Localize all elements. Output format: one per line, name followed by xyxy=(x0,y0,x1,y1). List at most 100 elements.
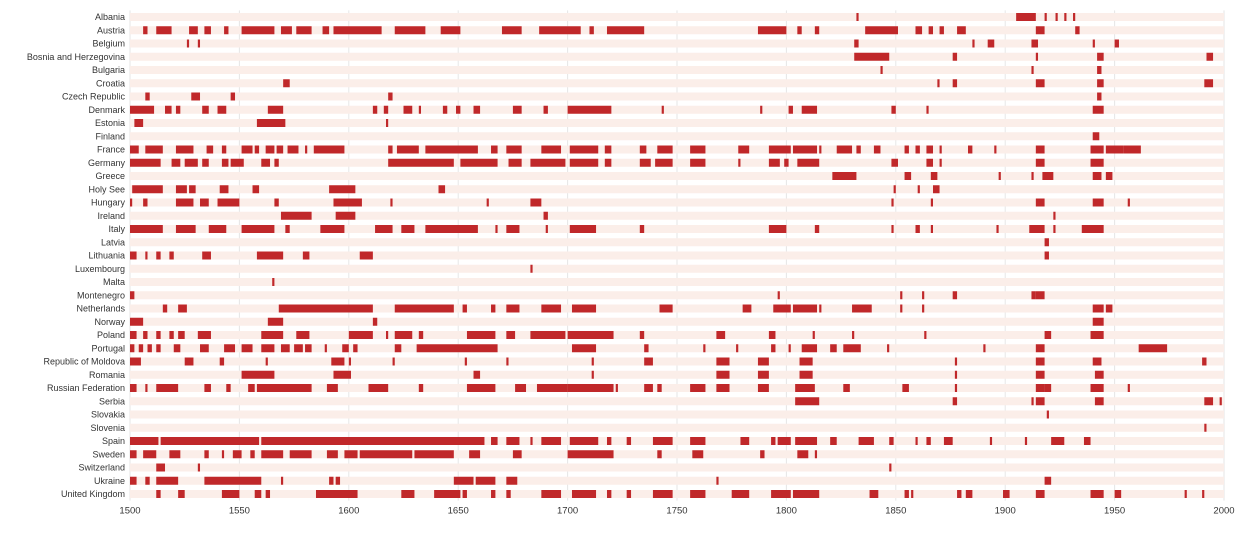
event-bar xyxy=(515,384,527,392)
event-bar xyxy=(280,344,290,353)
event-bar xyxy=(880,66,883,74)
event-bar xyxy=(508,158,522,167)
event-bar xyxy=(644,384,653,392)
row-band xyxy=(130,185,1224,194)
x-tick-label: 1550 xyxy=(229,506,250,517)
event-bar xyxy=(473,370,481,379)
event-bar xyxy=(760,450,765,459)
event-bar xyxy=(1044,331,1052,339)
event-bar xyxy=(615,384,618,392)
row-band xyxy=(130,490,1224,498)
event-bar xyxy=(184,158,198,167)
row-label: Slovakia xyxy=(91,410,125,420)
event-bar xyxy=(690,158,706,167)
event-bar xyxy=(130,291,135,300)
event-bar xyxy=(639,158,651,167)
event-bar xyxy=(186,39,190,48)
event-bar xyxy=(541,490,562,498)
event-bar xyxy=(830,344,837,353)
row-band xyxy=(130,172,1224,180)
event-bar xyxy=(784,158,789,167)
row-label: Spain xyxy=(102,436,125,446)
event-bar xyxy=(530,331,566,339)
event-bar xyxy=(659,304,673,313)
event-bar xyxy=(442,105,448,114)
event-bar xyxy=(819,145,822,154)
event-bar xyxy=(814,450,818,459)
event-bar xyxy=(1202,357,1207,366)
event-bar xyxy=(1092,198,1104,207)
event-bar xyxy=(731,490,750,498)
event-bar xyxy=(1092,172,1102,180)
event-bars xyxy=(130,13,1222,498)
event-bar xyxy=(832,172,857,180)
event-bar xyxy=(221,490,240,498)
event-bar xyxy=(915,145,920,154)
event-bar xyxy=(248,384,255,392)
event-bar xyxy=(462,304,467,313)
event-bar xyxy=(939,145,942,154)
event-bar xyxy=(189,185,196,194)
row-band xyxy=(130,384,1224,392)
event-bar xyxy=(1075,26,1080,35)
event-bar xyxy=(143,450,157,459)
event-bar xyxy=(836,145,853,154)
event-bar xyxy=(506,357,509,366)
event-bar xyxy=(819,304,822,313)
event-bar xyxy=(569,225,597,233)
event-bar xyxy=(900,304,903,313)
event-bar xyxy=(939,26,944,35)
event-bar xyxy=(333,198,362,207)
event-bar xyxy=(1105,172,1113,180)
event-bar xyxy=(644,357,653,366)
event-bar xyxy=(891,198,894,207)
event-bar xyxy=(1044,13,1047,21)
event-bar xyxy=(1044,384,1052,392)
row-label: Latvia xyxy=(101,237,125,247)
event-bar xyxy=(1105,145,1124,154)
event-bar xyxy=(797,26,802,35)
event-bar xyxy=(425,225,478,233)
event-bar xyxy=(143,331,148,339)
row-band xyxy=(130,397,1224,406)
event-bar xyxy=(690,384,706,392)
x-tick-label: 1950 xyxy=(1104,506,1125,517)
event-bar xyxy=(145,384,148,392)
row-label: Ukraine xyxy=(94,476,125,486)
event-bar xyxy=(512,105,522,114)
event-bar xyxy=(889,437,894,445)
event-bar xyxy=(217,198,240,207)
event-bar xyxy=(915,26,923,35)
event-bar xyxy=(285,225,290,233)
event-bar xyxy=(254,490,262,498)
event-bar xyxy=(506,304,520,313)
row-band xyxy=(130,463,1224,472)
row-band xyxy=(130,198,1224,207)
event-bar xyxy=(541,437,562,445)
row-label: Bosnia and Herzegovina xyxy=(27,52,125,62)
event-bar xyxy=(287,145,299,154)
event-bar xyxy=(165,105,172,114)
event-bar xyxy=(130,105,155,114)
event-bar xyxy=(322,26,330,35)
event-bar xyxy=(1097,52,1104,61)
event-bar xyxy=(232,450,242,459)
event-bar xyxy=(856,145,861,154)
event-bar xyxy=(202,105,209,114)
event-bar xyxy=(998,172,1001,180)
event-bar xyxy=(388,92,393,101)
event-bar xyxy=(261,158,271,167)
event-bar xyxy=(296,26,312,35)
row-bands xyxy=(130,13,1224,498)
event-bar xyxy=(606,490,612,498)
event-bar xyxy=(230,158,244,167)
event-bar xyxy=(1097,79,1104,88)
event-bar xyxy=(175,105,181,114)
event-bar xyxy=(202,251,211,260)
event-bar xyxy=(530,264,533,273)
event-bar xyxy=(265,357,268,366)
event-bar xyxy=(512,450,522,459)
event-bar xyxy=(506,145,522,154)
event-bar xyxy=(283,79,290,88)
event-bar xyxy=(922,291,925,300)
